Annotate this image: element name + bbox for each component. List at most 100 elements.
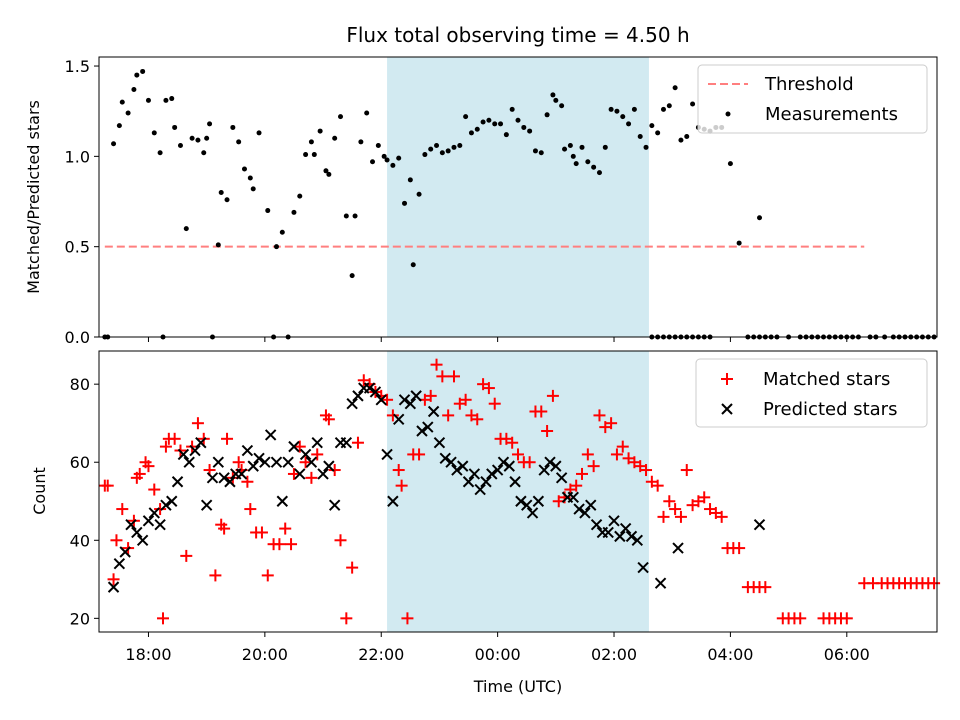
matched-star-point [293, 440, 306, 453]
measurement-point [608, 106, 614, 112]
matched-star-point [157, 612, 170, 625]
measurement-point [332, 135, 338, 141]
predicted-star-point [264, 429, 277, 441]
measurement-point [486, 117, 492, 123]
measurement-point [390, 162, 396, 168]
predicted-star-point [247, 460, 259, 472]
predicted-star-point [619, 522, 632, 535]
predicted-star-point [136, 534, 149, 546]
matched-star-point [209, 569, 222, 582]
matched-star-point [322, 413, 335, 426]
predicted-star-point [387, 495, 399, 507]
measurement-point [498, 121, 504, 127]
matched-star-point [535, 405, 548, 418]
measurement-point [145, 97, 151, 103]
matched-star-point [430, 358, 443, 371]
predicted-star-point [148, 507, 160, 519]
legend-predicted-label: Predicted stars [763, 399, 897, 420]
predicted-star-point [171, 476, 184, 488]
measurement-point [468, 130, 474, 136]
measurement-point [631, 106, 637, 112]
matched-star-point [386, 409, 399, 422]
predicted-star-point [375, 394, 387, 406]
predicted-star-point [457, 460, 469, 472]
predicted-star-point [532, 495, 545, 507]
matched-star-point [733, 542, 746, 555]
bottom-legend-box [695, 358, 928, 428]
matched-star-point [715, 510, 728, 523]
measurement-point [358, 139, 364, 145]
measurement-point [445, 148, 451, 154]
measurement-point [626, 121, 632, 127]
measurement-point [474, 126, 480, 132]
matched-star-point [928, 577, 941, 590]
matched-star-point [133, 467, 146, 480]
x-tick-label: 06:00 [824, 645, 870, 664]
matched-star-point [244, 503, 257, 516]
measurement-point [614, 108, 620, 114]
predicted-star-point [189, 444, 201, 457]
matched-star-point [255, 526, 268, 539]
measurement-point [207, 121, 213, 127]
top-y-tick-label: 0.5 [65, 238, 90, 257]
measurement-point [201, 150, 207, 156]
bottom-x-ticks: 18:00 20:00 22:00 00:00 02:00 04:00 06:00 [125, 632, 870, 664]
predicted-star-point [381, 448, 393, 461]
predicted-star-point [212, 456, 225, 468]
measurement-point [643, 144, 649, 150]
measurement-point [585, 159, 591, 165]
matched-star-point [436, 370, 449, 383]
measurement-point [134, 72, 140, 78]
measurement-point [553, 97, 559, 103]
measurement-point [279, 229, 285, 235]
top-axes-frame [98, 56, 938, 338]
predicted-star-point [427, 405, 440, 418]
measurement-point [591, 164, 597, 170]
top-y-ticks: 0.0 0.5 1.0 1.5 [65, 57, 99, 347]
measurement-point [338, 114, 344, 120]
predicted-star-point [206, 472, 219, 484]
predicted-star-point [125, 518, 137, 531]
matched-star-point [413, 448, 426, 461]
predicted-star-point [398, 394, 411, 406]
predicted-star-point [294, 468, 306, 480]
top-shaded-span [387, 57, 649, 337]
measurement-point [163, 97, 169, 103]
predicted-star-point [410, 390, 422, 402]
measurement-point [317, 128, 323, 134]
measurement-point [480, 119, 486, 125]
matched-star-point [488, 397, 501, 410]
matched-star-point [191, 417, 204, 430]
predicted-star-point [462, 476, 475, 488]
matched-star-point [299, 456, 312, 469]
predicted-star-point [328, 499, 341, 511]
predicted-star-point [445, 456, 457, 468]
measurement-point [370, 159, 376, 165]
predicted-star-point [422, 421, 434, 433]
predicted-star-point [200, 499, 213, 511]
predicted-star-point [526, 507, 539, 519]
measurement-point [189, 135, 195, 141]
matched-star-point [657, 510, 670, 523]
matched-star-point [346, 561, 359, 574]
predicted-star-point [323, 460, 335, 472]
matched-star-point [512, 448, 524, 461]
predicted-star-point [631, 534, 644, 546]
measurement-point [434, 143, 440, 149]
measurement-point [140, 68, 146, 74]
legend-predicted-swatch [721, 403, 733, 415]
bottom-legend: Matched stars Predicted stars [695, 358, 928, 428]
predicted-star-point [195, 437, 207, 449]
matched-star-point [759, 581, 772, 594]
predicted-star-point [550, 460, 562, 472]
predicted-star-point [160, 499, 172, 511]
matched-star-point [142, 460, 155, 473]
measurement-point [241, 166, 247, 172]
predicted-star-point [282, 456, 294, 468]
top-y-tick-label: 1.0 [65, 147, 90, 166]
measurement-point [131, 87, 137, 93]
matched-star-point [261, 569, 274, 582]
measurement-point [236, 139, 242, 145]
predicted-star-point [753, 518, 766, 531]
predicted-star-point [509, 476, 521, 488]
